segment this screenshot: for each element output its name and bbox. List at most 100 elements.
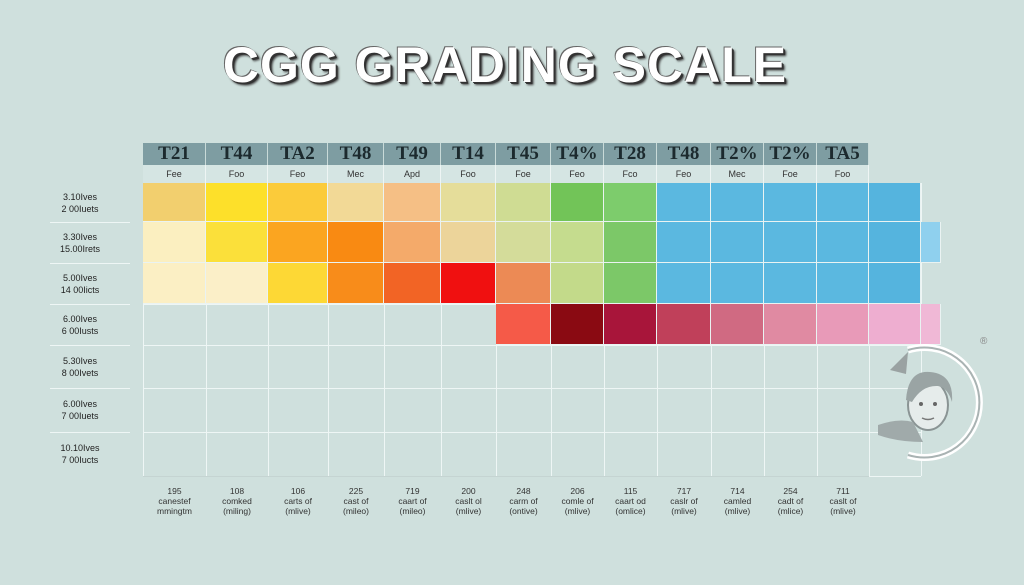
grid-line — [441, 183, 442, 476]
column-sublabel: Mec — [328, 165, 384, 183]
grade-cell — [441, 222, 496, 263]
footer-label: 108 comked (miling) — [206, 486, 268, 516]
logo-woman-arrow-icon: ® — [878, 336, 988, 461]
row-label: 6.00Ives 7 00Iuets — [40, 398, 120, 422]
footer-label-line: 200 — [461, 486, 476, 496]
footer-label: 719 caart of (mileo) — [384, 486, 441, 516]
grade-cell — [441, 183, 496, 222]
row-label: 5.30Ives 8 00Ivets — [40, 355, 120, 379]
footer-label: 717 caslr of (mlive) — [657, 486, 711, 516]
grade-cell — [496, 183, 551, 222]
grade-cell — [817, 183, 869, 222]
grade-cell — [143, 222, 206, 263]
grade-cell — [604, 222, 657, 263]
grid-line — [206, 183, 207, 476]
footer-label-line: 225 — [348, 486, 364, 496]
footer-label-line: mmingtm — [157, 506, 192, 516]
grade-cell — [711, 222, 764, 263]
footer-label-line: carts of — [284, 496, 312, 506]
footer-label-line: (mlive) — [285, 506, 311, 516]
column-sublabel: Feo — [551, 165, 604, 183]
column-header: T28 — [604, 143, 657, 165]
column-sublabel: Feo — [268, 165, 328, 183]
footer-label-line: 108 — [229, 486, 245, 496]
footer-label-line: (mlice) — [777, 506, 804, 516]
row-label: 3.10Ives 2 00Iuets — [40, 191, 120, 215]
grade-cell — [657, 222, 711, 263]
column-sublabel: Foo — [817, 165, 869, 183]
column-sublabel: Apd — [384, 165, 441, 183]
grade-cell — [551, 183, 604, 222]
grade-cell — [604, 183, 657, 222]
grade-cell — [551, 222, 604, 263]
column-sublabel: Foo — [206, 165, 268, 183]
grade-cell — [869, 183, 921, 222]
footer-label: 115 caart od (omlice) — [604, 486, 657, 516]
footer-label-line: canestef — [158, 496, 191, 506]
footer-label-line: 711 — [836, 486, 850, 496]
footer-label-line: 254 — [783, 486, 798, 496]
grade-cell — [869, 304, 921, 345]
row-label: 5.00Ives 14 00Iicts — [40, 272, 120, 296]
row-label-line: 5.30Ives — [62, 355, 98, 366]
row-label: 10.10Ives 7 00Iucts — [40, 442, 120, 466]
grade-cell — [604, 304, 657, 345]
column-header: T2% — [711, 143, 764, 165]
column-header: TA2 — [268, 143, 328, 165]
grade-cell — [921, 222, 941, 263]
grade-cell — [817, 304, 869, 345]
grade-cell — [441, 263, 496, 304]
footer-label: 254 cadt of (mlice) — [764, 486, 817, 516]
row-divider — [50, 388, 130, 389]
footer-label-line: cadt of — [777, 496, 804, 506]
column-sublabel: Fco — [604, 165, 657, 183]
footer-label-line: caart of — [398, 496, 427, 506]
footer-label: 106 carts of (mlive) — [268, 486, 328, 516]
grade-cell — [551, 263, 604, 304]
footer-label-line: caslt ol — [455, 496, 482, 506]
row-label: 6.00Ives 6 00Iusts — [40, 313, 120, 337]
footer-label-line: (mlive) — [724, 506, 751, 516]
grade-cell — [496, 304, 551, 345]
footer-label-line: caart od — [615, 496, 646, 506]
row-label-line: 7 00Iucts — [61, 455, 99, 465]
row-label-line: 7 00Iuets — [61, 411, 99, 421]
row-divider — [50, 263, 130, 264]
footer-label: 195 canestef mmingtm — [143, 486, 206, 516]
footer-label-line: 719 — [405, 486, 420, 496]
footer-label-line: comle of — [561, 496, 594, 506]
row-label-line: 14 00Iicts — [60, 284, 100, 295]
grade-cell — [206, 263, 268, 304]
footer-label-line: 714 — [730, 486, 745, 496]
column-header: TA5 — [817, 143, 869, 165]
footer-label-line: (mlive) — [455, 506, 482, 516]
grid-line — [143, 183, 144, 476]
column-header: T4% — [551, 143, 604, 165]
column-sublabel: Fee — [143, 165, 206, 183]
row-label-line: 15.00Irets — [59, 243, 101, 254]
column-header: T45 — [496, 143, 551, 165]
footer-label-line: (miling) — [223, 506, 251, 516]
footer-label: 200 caslt ol (mlive) — [441, 486, 496, 516]
footer-label: 248 carm of (ontive) — [496, 486, 551, 516]
column-header: T44 — [206, 143, 268, 165]
registered-mark: ® — [980, 336, 988, 347]
column-header: T21 — [143, 143, 206, 165]
footer-label: 225 cast of (mileo) — [328, 486, 384, 516]
column-header: T48 — [657, 143, 711, 165]
footer-label-line: 717 — [676, 486, 692, 496]
grade-cell — [496, 222, 551, 263]
footer-label-line: (mlive) — [830, 506, 856, 516]
grade-cell — [711, 183, 764, 222]
footer-label-line: (mlive) — [671, 506, 697, 516]
grade-cell — [268, 183, 328, 222]
column-header: T2% — [764, 143, 817, 165]
grade-cell — [328, 263, 384, 304]
grade-cell — [328, 222, 384, 263]
grade-cell — [206, 183, 268, 222]
footer-label: 711 caslt of (mlive) — [817, 486, 869, 516]
row-label-line: 8 00Ivets — [61, 367, 99, 378]
row-label-line: 10.10Ives — [60, 443, 100, 453]
grade-cell — [268, 263, 328, 304]
grid-line — [143, 476, 869, 477]
